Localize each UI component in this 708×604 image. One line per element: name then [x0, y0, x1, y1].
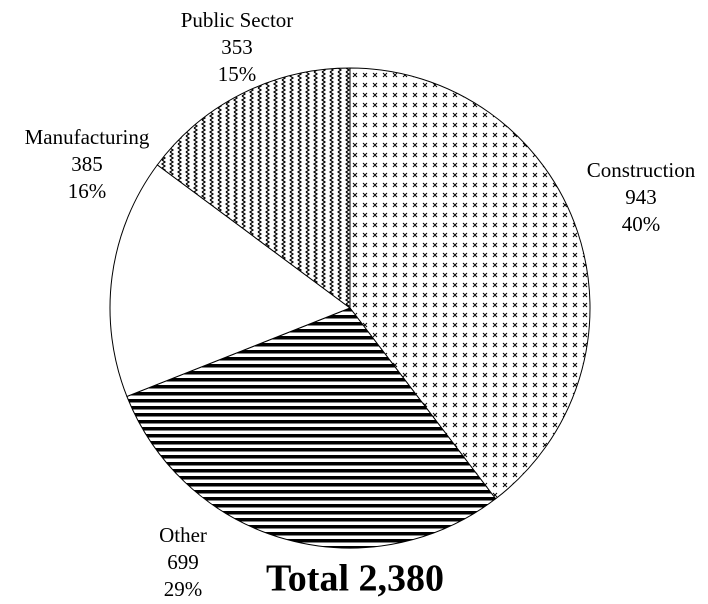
pie-slice [349, 67, 591, 500]
pie-slice [156, 67, 351, 309]
slice-label: Manufacturing [25, 125, 150, 149]
total-annotation: Total 2,380 [266, 558, 444, 600]
slice-value: 943 [625, 185, 657, 209]
pie-slice [109, 164, 352, 398]
slice-label: Other [159, 523, 207, 547]
slice-percent: 40% [622, 212, 661, 236]
slice-percent: 15% [218, 62, 257, 86]
slice-value: 385 [71, 152, 103, 176]
slice-percent: 16% [68, 179, 107, 203]
slice-label: Public Sector [181, 8, 294, 32]
slice-value: 699 [167, 550, 199, 574]
slice-percent: 29% [164, 577, 203, 601]
slice-label: Construction [587, 158, 696, 182]
pie-slice [126, 307, 497, 549]
slice-value: 353 [221, 35, 253, 59]
